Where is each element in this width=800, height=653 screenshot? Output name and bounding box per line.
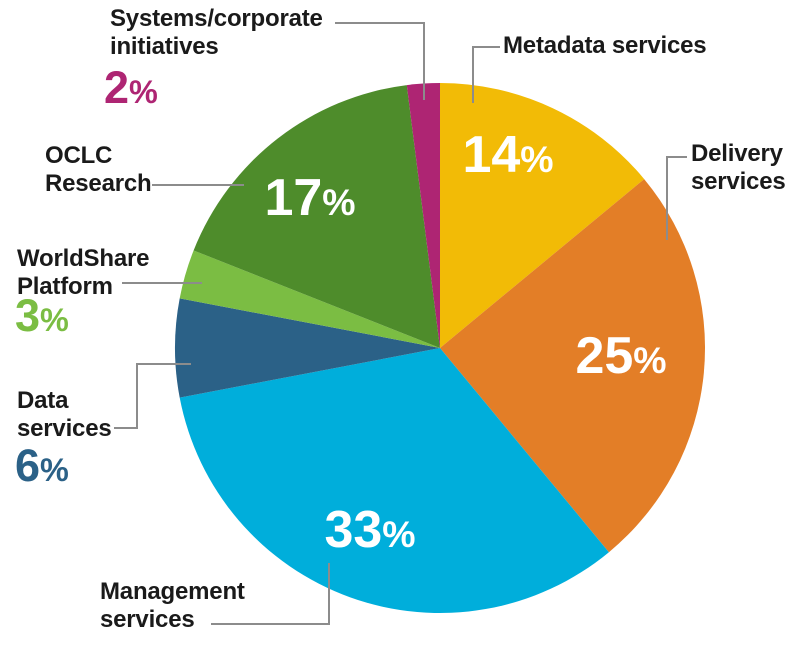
- segment-label-worldshare-platform: WorldShare Platform: [17, 245, 150, 300]
- pie-slice-delivery-services: [440, 179, 706, 553]
- pie-slice-oclc-research: [193, 85, 440, 348]
- percent-sign: %: [633, 339, 667, 381]
- segment-label-systems-corporate-initiatives: Systems/corporate initiatives: [110, 5, 323, 60]
- pie-slice-systems-corporate-initiatives: [406, 83, 440, 348]
- pie-slice-data-services: [174, 298, 440, 398]
- callout-line-delivery-services: [666, 156, 687, 240]
- percent-sign: %: [40, 452, 69, 488]
- pie-slice-worldshare-platform: [179, 250, 440, 348]
- callout-line-systems-corporate-initiatives: [335, 22, 425, 100]
- percent-sign: %: [520, 138, 554, 180]
- callout-line-data-services: [114, 363, 191, 429]
- segment-label-metadata-services: Metadata services: [503, 32, 707, 59]
- callout-line-management-services: [211, 563, 330, 625]
- segment-value-oclc-research: 17%: [264, 169, 356, 227]
- segment-value-data-services: 6%: [15, 440, 69, 491]
- segment-label-management-services: Management services: [100, 578, 245, 633]
- pie-slice-management-services: [179, 348, 609, 614]
- callout-line-metadata-services: [472, 46, 500, 103]
- segment-value-delivery-services: 25%: [575, 327, 667, 385]
- segment-value-systems-corporate-initiatives: 2%: [104, 62, 158, 113]
- segment-value-management-services: 33%: [324, 501, 416, 559]
- percent-sign: %: [129, 74, 158, 110]
- percent-sign: %: [382, 513, 416, 555]
- segment-value-metadata-services: 14%: [462, 126, 554, 184]
- percent-sign: %: [40, 302, 69, 338]
- percent-sign: %: [322, 181, 356, 223]
- segment-label-delivery-services: Delivery services: [691, 140, 786, 195]
- segment-label-data-services: Data services: [17, 387, 112, 442]
- segment-label-oclc-research: OCLC Research: [45, 142, 152, 197]
- pie-slice-metadata-services: [440, 83, 645, 348]
- segment-value-worldshare-platform: 3%: [15, 290, 69, 341]
